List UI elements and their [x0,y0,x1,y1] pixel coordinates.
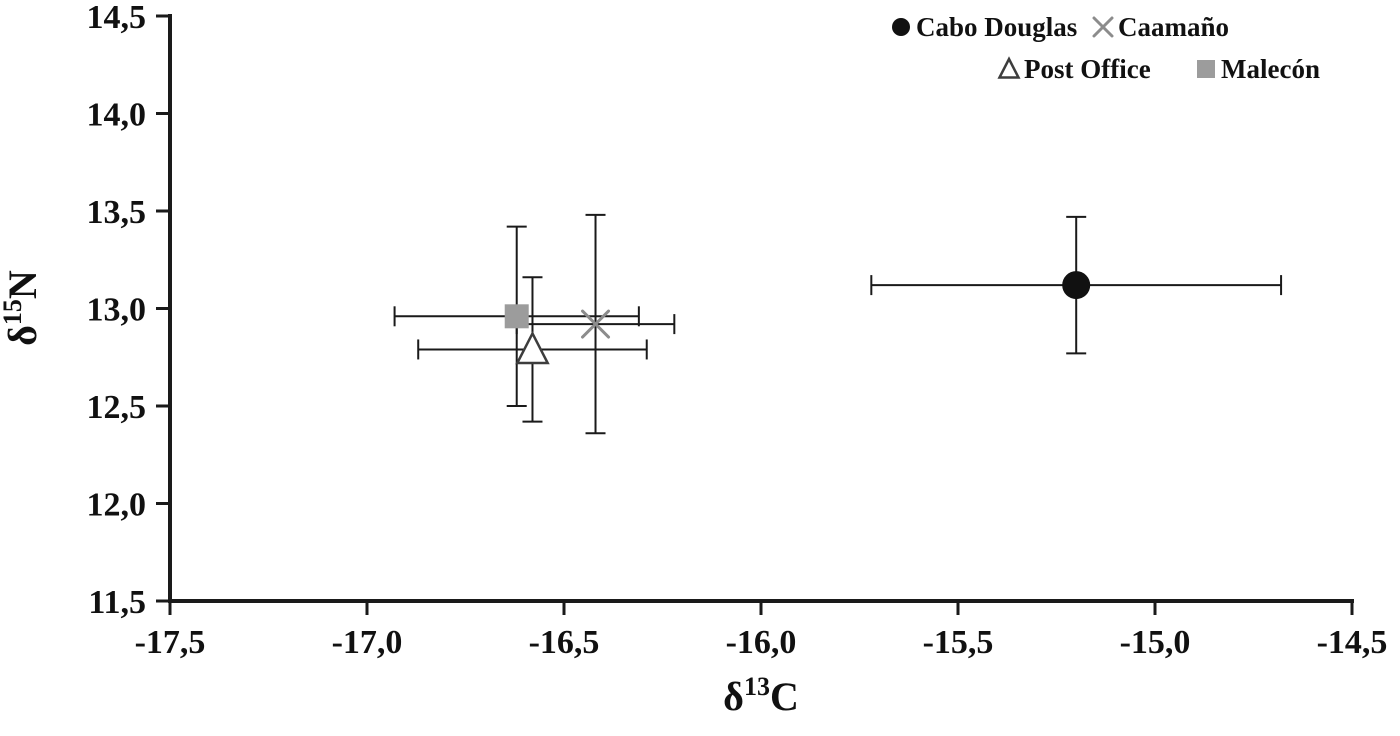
y-tick-label: 14,5 [87,0,147,36]
legend-label-cabo-douglas: Cabo Douglas [916,12,1077,42]
x-tick-label: -15,0 [1120,624,1191,661]
x-tick-label: -16,0 [726,624,797,661]
legend-label-caamano: Caamaño [1118,12,1229,42]
x-tick-labels: -17,5 -17,0 -16,5 -16,0 -15,5 -15,0 -14,5 [135,624,1388,661]
tick-marks [156,14,1354,615]
x-tick-label: -17,0 [332,624,403,661]
legend-label-malecon: Malecón [1221,54,1320,84]
marker-post-office [515,330,550,365]
legend-marker-post-office [997,56,1021,79]
marker-caamano [581,309,611,339]
marker-cabo-douglas [1062,271,1091,300]
x-tick-label: -15,5 [923,624,994,661]
legend: Cabo Douglas Caamaño Post Office Malecón [892,12,1320,84]
data-points [504,271,1091,365]
y-tick-label: 14,0 [87,97,147,134]
legend-label-post-office: Post Office [1024,54,1151,84]
y-tick-label: 12,5 [87,389,147,426]
x-axis-title: δ13C [723,672,799,719]
x-tick-label: -16,5 [529,624,600,661]
x-tick-label: -17,5 [135,624,206,661]
y-tick-label: 11,5 [88,584,146,621]
y-tick-label: 12,0 [87,487,147,524]
legend-marker-cabo-douglas [892,18,910,36]
marker-malecon [504,304,529,329]
y-tick-label: 13,0 [87,292,147,329]
axes [168,14,1354,603]
x-tick-label: -14,5 [1317,624,1388,661]
legend-marker-caamano [1092,16,1114,38]
y-tick-labels: 11,5 12,0 12,5 13,0 13,5 14,0 14,5 [87,0,147,621]
y-tick-label: 13,5 [87,194,147,231]
y-axis-title: δ15N [0,270,45,346]
legend-marker-malecon [1197,60,1215,78]
